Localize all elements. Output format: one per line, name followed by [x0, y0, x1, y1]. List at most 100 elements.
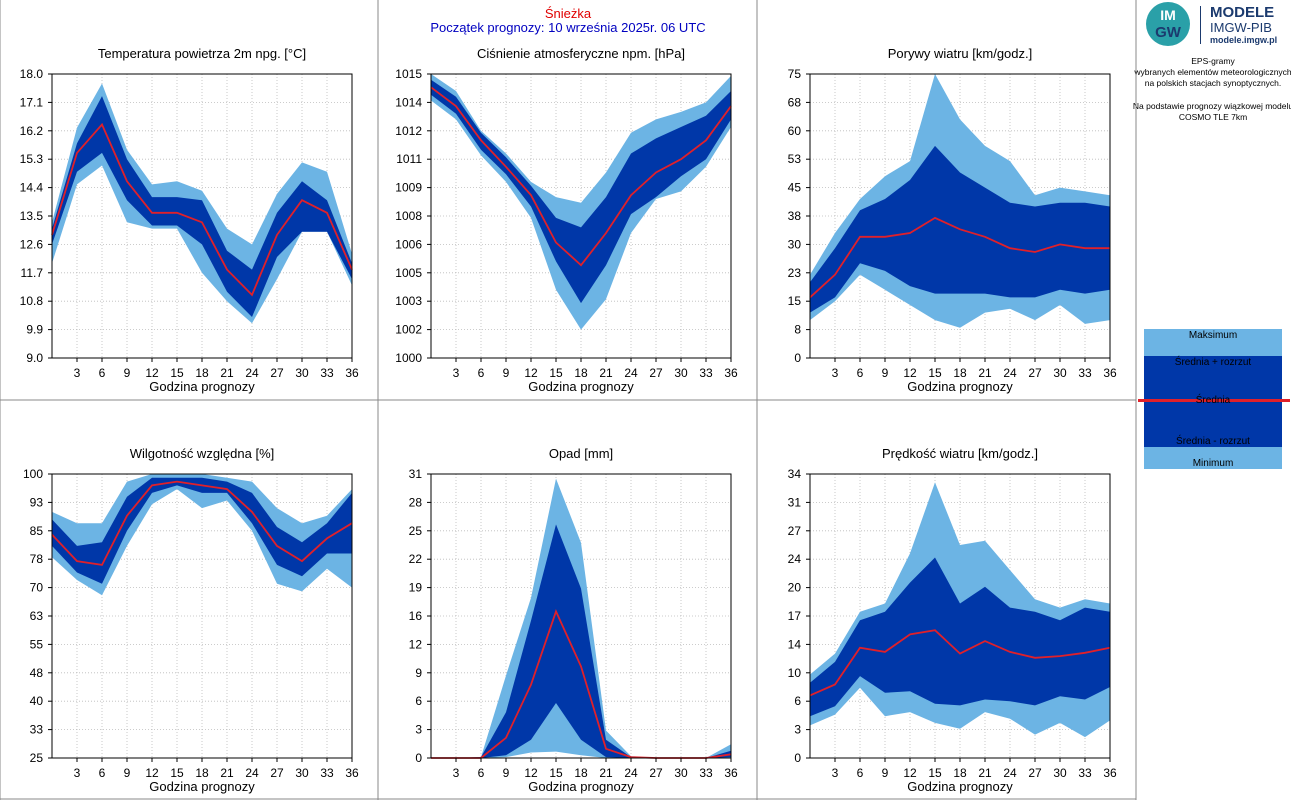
- chart-title: Opad [mm]: [549, 446, 613, 461]
- x-tick-label: 9: [124, 366, 131, 380]
- y-tick-label: 1005: [395, 266, 422, 280]
- x-tick-label: 33: [320, 766, 334, 780]
- forecast-start: Początek prognozy: 10 września 2025r. 06…: [430, 20, 706, 35]
- x-tick-label: 36: [1103, 366, 1117, 380]
- y-tick-label: 31: [788, 495, 802, 509]
- logo-title: MODELE: [1210, 4, 1275, 21]
- y-tick-label: 33: [30, 723, 44, 737]
- legend-mean-minus-label: Średnia - rozrzut: [1176, 436, 1250, 447]
- y-tick-label: 60: [788, 124, 802, 138]
- x-tick-label: 21: [599, 766, 613, 780]
- y-tick-label: 22: [409, 552, 423, 566]
- x-tick-label: 24: [624, 766, 638, 780]
- x-tick-label: 6: [857, 766, 864, 780]
- x-tick-label: 33: [1078, 366, 1092, 380]
- chart-title: Wilgotność względna [%]: [130, 446, 275, 461]
- legend-outer-band-top: [1144, 329, 1282, 356]
- y-tick-label: 1012: [395, 124, 422, 138]
- chart-humidity: 3 6 9 12 15 18 21 24 27 30 33 362533404855637078859…: [23, 446, 359, 794]
- y-tick-label: 23: [788, 266, 802, 280]
- y-tick-label: 1008: [395, 209, 422, 223]
- y-tick-label: 25: [30, 751, 44, 765]
- x-tick-label: 12: [903, 366, 917, 380]
- y-tick-label: 25: [409, 524, 423, 538]
- y-tick-label: 27: [788, 524, 802, 538]
- info-line-2: wybranych elementów meteorologicznych: [1134, 67, 1291, 77]
- mean-line-humidity: [51, 480, 353, 566]
- x-tick-label: 6: [478, 766, 485, 780]
- y-tick-label: 16.2: [20, 124, 44, 138]
- y-tick-label: 9: [415, 666, 422, 680]
- info-line-4: Na podstawie prognozy wiązkowej modelu: [1132, 101, 1291, 111]
- charts-layer: 3 6 9 12 15 18 21 24 27 30 33 369.09.910.811.712.61…: [20, 46, 1117, 794]
- y-tick-label: 10: [788, 666, 802, 680]
- x-tick-label: 18: [953, 766, 967, 780]
- y-tick-label: 24: [788, 552, 802, 566]
- y-tick-label: 78: [30, 552, 44, 566]
- x-tick-label: 15: [928, 366, 942, 380]
- x-tick-label: 30: [674, 766, 688, 780]
- y-tick-label: 34: [788, 467, 802, 481]
- x-tick-label: 6: [99, 366, 106, 380]
- x-tick-label: 9: [882, 766, 889, 780]
- y-tick-label: 13.5: [20, 209, 44, 223]
- x-tick-label: 12: [524, 766, 538, 780]
- logo-org: IMGW-PIB: [1210, 20, 1272, 35]
- x-tick-label: 18: [195, 366, 209, 380]
- x-tick-label: 21: [599, 366, 613, 380]
- x-tick-label: 15: [170, 366, 184, 380]
- chart-title: Ciśnienie atmosferyczne npm. [hPa]: [477, 46, 685, 61]
- x-tick-label: 21: [978, 766, 992, 780]
- x-tick-label: 12: [145, 366, 159, 380]
- x-tick-label: 18: [574, 766, 588, 780]
- x-tick-label: 27: [270, 766, 284, 780]
- y-tick-label: 28: [409, 495, 423, 509]
- x-tick-label: 24: [245, 766, 259, 780]
- y-tick-label: 17: [788, 609, 802, 623]
- x-tick-label: 36: [1103, 766, 1117, 780]
- x-tick-label: 15: [170, 766, 184, 780]
- x-tick-label: 24: [1003, 766, 1017, 780]
- legend-mean-line: [1138, 399, 1290, 402]
- chart-precipitation: 3 6 9 12 15 18 21 24 27 30 33 36036912161922252831O…: [409, 446, 738, 794]
- x-tick-label: 3: [453, 366, 460, 380]
- x-tick-label: 24: [624, 366, 638, 380]
- x-tick-label: 33: [699, 766, 713, 780]
- chart-title: Porywy wiatru [km/godz.]: [888, 46, 1033, 61]
- y-tick-label: 18.0: [20, 67, 44, 81]
- x-tick-label: 6: [478, 366, 485, 380]
- x-tick-label: 36: [345, 766, 359, 780]
- info-line-3: na polskich stacjach synoptycznych.: [1144, 78, 1282, 88]
- x-tick-label: 9: [124, 766, 131, 780]
- x-tick-label: 18: [953, 366, 967, 380]
- y-tick-label: 6: [794, 694, 801, 708]
- chart-temperature: 3 6 9 12 15 18 21 24 27 30 33 369.09.910.811.712.61…: [20, 46, 359, 394]
- y-tick-label: 68: [788, 95, 802, 109]
- x-tick-label: 27: [1028, 766, 1042, 780]
- y-tick-label: 17.1: [20, 95, 44, 109]
- y-tick-label: 1015: [395, 67, 422, 81]
- x-tick-label: 30: [295, 766, 309, 780]
- x-axis-label: Godzina prognozy: [528, 379, 634, 394]
- legend-mean-plus-label: Średnia + rozrzut: [1174, 357, 1252, 368]
- y-tick-label: 11.7: [21, 266, 44, 280]
- x-tick-label: 30: [1053, 766, 1067, 780]
- y-tick-label: 0: [415, 751, 422, 765]
- x-axis-label: Godzina prognozy: [907, 779, 1013, 794]
- info-description: EPS-gramy wybranych elementów meteorolog…: [1128, 56, 1291, 89]
- x-tick-label: 30: [295, 366, 309, 380]
- y-tick-label: 12: [409, 637, 423, 651]
- inner-band-humidity: [52, 477, 352, 584]
- x-tick-label: 15: [928, 766, 942, 780]
- legend-mean-label: Średnia: [1195, 395, 1231, 406]
- x-tick-label: 30: [674, 366, 688, 380]
- legend-max-label: Maksimum: [1188, 330, 1238, 341]
- x-tick-label: 27: [649, 366, 663, 380]
- legend-min-label: Minimum: [1192, 458, 1234, 469]
- info-line-1: EPS-gramy: [1191, 56, 1235, 66]
- imgw-logo: IM GW MODELE IMGW-PIB modele.imgw.pl: [1144, 2, 1288, 48]
- x-tick-label: 12: [145, 766, 159, 780]
- y-tick-label: 3: [415, 723, 422, 737]
- y-tick-label: 9.9: [26, 323, 43, 337]
